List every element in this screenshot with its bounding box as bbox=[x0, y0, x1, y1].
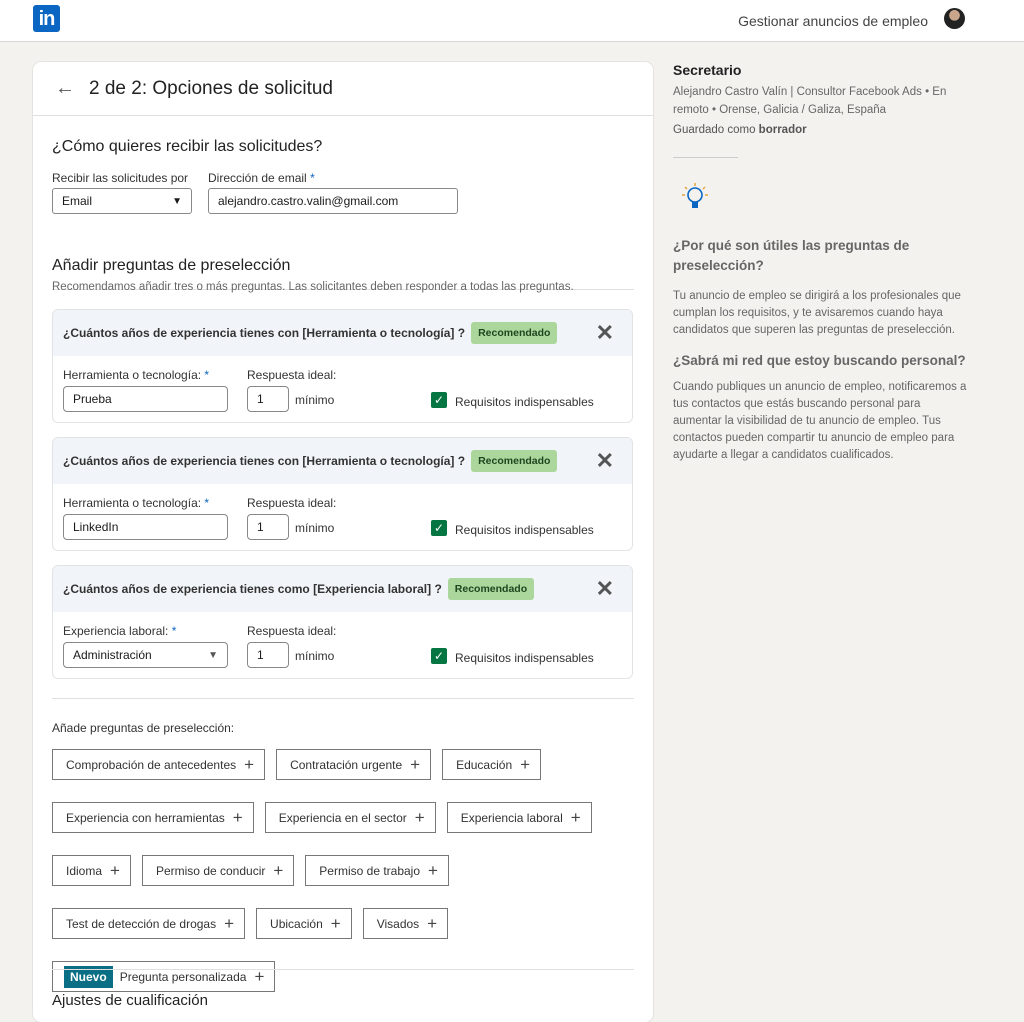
add-question-chip[interactable]: Experiencia con herramientas + bbox=[52, 802, 254, 833]
add-question-chip[interactable]: Visados + bbox=[362, 908, 449, 939]
ideal-label: Respuesta ideal: bbox=[247, 368, 337, 382]
minimum-label: mínimo bbox=[295, 521, 335, 535]
plus-icon: + bbox=[273, 860, 284, 880]
question-chips: Comprobación de antecedentes + Contratació… bbox=[52, 749, 642, 992]
ideal-label: Respuesta ideal: bbox=[247, 624, 337, 638]
avatar[interactable] bbox=[944, 8, 965, 29]
email-label: Dirección de email * bbox=[208, 171, 315, 185]
manage-jobs-link[interactable]: Gestionar anuncios de empleo bbox=[738, 13, 928, 29]
close-icon[interactable]: ✕ bbox=[595, 576, 614, 601]
ideal-answer-input[interactable]: 1 bbox=[247, 642, 289, 668]
plus-icon: + bbox=[570, 807, 581, 827]
method-label: Recibir las solicitudes por bbox=[52, 171, 189, 185]
plus-icon: + bbox=[254, 966, 265, 986]
tool-input[interactable]: LinkedIn bbox=[63, 514, 228, 540]
add-question-chip[interactable]: Permiso de conducir + bbox=[141, 855, 295, 886]
help-text-2: Cuando publiques un anuncio de empleo, n… bbox=[673, 381, 967, 461]
screening-question: ¿Cuántos años de experiencia tienes como… bbox=[52, 565, 633, 679]
add-question-chip[interactable]: Idioma + bbox=[52, 855, 131, 886]
ideal-answer-input[interactable]: 1 bbox=[247, 386, 289, 412]
recommended-badge: Recomendado bbox=[471, 450, 558, 472]
add-question-chip[interactable]: Ubicación + bbox=[256, 908, 352, 939]
back-arrow-icon[interactable]: ← bbox=[55, 77, 75, 99]
application-options-card: ← 2 de 2: Opciones de solicitud ¿Cómo qu… bbox=[33, 62, 653, 1022]
job-meta-1: Alejandro Castro Valín | Consultor Faceb… bbox=[673, 86, 947, 98]
plus-icon: + bbox=[244, 754, 255, 774]
caret-down-icon: ▼ bbox=[208, 649, 218, 661]
must-have-checkbox[interactable]: ✓ bbox=[431, 392, 447, 408]
screening-desc: Recomendamos añadir tres o más preguntas… bbox=[52, 281, 574, 293]
divider bbox=[52, 969, 634, 970]
question-title: ¿Cuántos años de experiencia tienes como… bbox=[63, 582, 442, 596]
must-have-label: Requisitos indispensables bbox=[455, 651, 594, 665]
field-label: Experiencia laboral: * bbox=[63, 624, 177, 638]
plus-icon: + bbox=[520, 754, 531, 774]
method-select[interactable]: Email ▼ bbox=[52, 188, 192, 214]
receive-heading: ¿Cómo quieres recibir las solicitudes? bbox=[52, 138, 323, 155]
add-question-chip[interactable]: Permiso de trabajo + bbox=[305, 855, 449, 886]
top-nav: in Gestionar anuncios de empleo bbox=[0, 0, 1024, 42]
new-badge: Nuevo bbox=[64, 965, 113, 988]
divider bbox=[52, 698, 634, 699]
experience-select[interactable]: Administración ▼ bbox=[63, 642, 228, 668]
caret-down-icon: ▼ bbox=[172, 195, 182, 207]
plus-icon: + bbox=[414, 807, 425, 827]
must-have-checkbox[interactable]: ✓ bbox=[431, 520, 447, 536]
must-have-label: Requisitos indispensables bbox=[455, 523, 594, 537]
add-question-chip[interactable]: Experiencia en el sector + bbox=[264, 802, 436, 833]
plus-icon: + bbox=[410, 754, 421, 774]
plus-icon: + bbox=[110, 860, 120, 880]
add-question-chip[interactable]: Contratación urgente + bbox=[276, 749, 432, 780]
card-header: ← 2 de 2: Opciones de solicitud bbox=[33, 62, 653, 116]
ideal-label: Respuesta ideal: bbox=[247, 496, 337, 510]
help-heading-2: ¿Sabrá mi red que estoy buscando persona… bbox=[673, 353, 966, 368]
screening-question: ¿Cuántos años de experiencia tienes con … bbox=[52, 437, 633, 551]
job-summary-sidebar: Secretario Alejandro Castro Valín | Cons… bbox=[673, 62, 968, 464]
plus-icon: + bbox=[427, 913, 438, 933]
add-question-chip[interactable]: Experiencia laboral + bbox=[446, 802, 592, 833]
email-input[interactable]: alejandro.castro.valin@gmail.com bbox=[208, 188, 458, 214]
field-label: Herramienta o tecnología: * bbox=[63, 496, 210, 510]
recommended-badge: Recomendado bbox=[447, 578, 535, 600]
minimum-label: mínimo bbox=[295, 393, 335, 407]
field-label: Herramienta o tecnología: * bbox=[63, 368, 210, 382]
question-title: ¿Cuántos años de experiencia tienes con … bbox=[63, 454, 466, 468]
screening-heading: Añadir preguntas de preselección bbox=[52, 257, 291, 274]
add-question-chip[interactable]: Test de detección de drogas + bbox=[52, 908, 246, 939]
job-title: Secretario bbox=[673, 62, 742, 78]
help-text-1: Tu anuncio de empleo se dirigirá a los p… bbox=[673, 290, 961, 336]
saved-status: Guardado como borrador bbox=[673, 124, 807, 136]
method-value: Email bbox=[62, 194, 93, 208]
page-title: 2 de 2: Opciones de solicitud bbox=[89, 77, 333, 99]
add-question-chip[interactable]: Comprobación de antecedentes + bbox=[52, 749, 266, 780]
minimum-label: mínimo bbox=[295, 649, 335, 663]
divider bbox=[673, 157, 738, 158]
job-meta-2: remoto • Orense, Galicia / Galiza, Españ… bbox=[673, 104, 887, 116]
must-have-label: Requisitos indispensables bbox=[455, 395, 594, 409]
ideal-answer-input[interactable]: 1 bbox=[247, 514, 289, 540]
divider bbox=[52, 289, 634, 290]
plus-icon: + bbox=[232, 807, 243, 827]
close-icon[interactable]: ✕ bbox=[595, 448, 614, 473]
add-question-chip[interactable]: Educación + bbox=[442, 749, 542, 780]
add-questions-label: Añade preguntas de preselección: bbox=[52, 721, 235, 735]
help-heading-1: ¿Por qué son útiles las preguntas de pre… bbox=[673, 238, 910, 273]
linkedin-logo[interactable]: in bbox=[33, 5, 60, 32]
custom-question-chip[interactable]: Nuevo Pregunta personalizada + bbox=[52, 961, 276, 992]
qualification-heading: Ajustes de cualificación bbox=[52, 992, 208, 1009]
plus-icon: + bbox=[428, 860, 438, 880]
recommended-badge: Recomendado bbox=[471, 322, 558, 344]
plus-icon: + bbox=[330, 913, 341, 933]
question-title: ¿Cuántos años de experiencia tienes con … bbox=[63, 326, 466, 340]
must-have-checkbox[interactable]: ✓ bbox=[431, 648, 447, 664]
tool-input[interactable]: Prueba bbox=[63, 386, 228, 412]
lightbulb-icon bbox=[681, 182, 708, 212]
close-icon[interactable]: ✕ bbox=[595, 320, 614, 345]
plus-icon: + bbox=[224, 913, 235, 933]
screening-question: ¿Cuántos años de experiencia tienes con … bbox=[52, 309, 633, 423]
